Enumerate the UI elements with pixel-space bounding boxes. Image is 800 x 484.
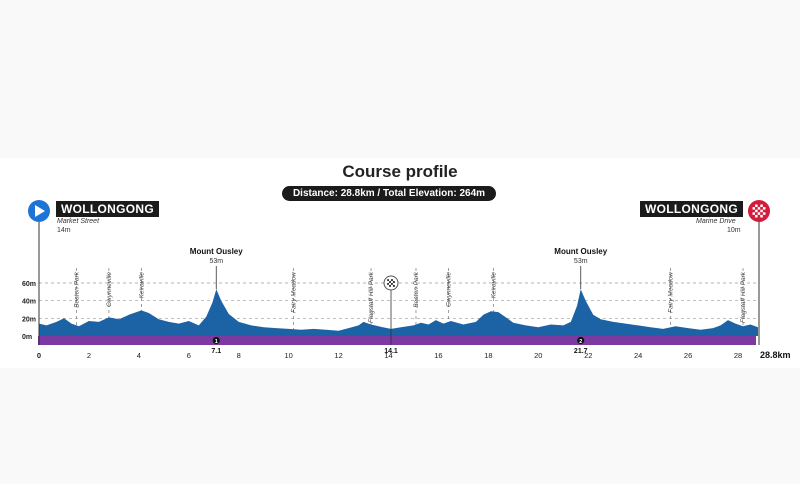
landmark-label: Beaton Park — [413, 271, 420, 308]
flag-square — [762, 212, 766, 215]
climb-altitude: 53m — [574, 258, 588, 265]
climb-km-label: 21.7 — [574, 348, 588, 355]
road-band — [38, 336, 756, 345]
flag-square — [757, 207, 761, 210]
x-tick-label: 12 — [334, 351, 342, 360]
flag-square — [391, 284, 393, 287]
bottom-background — [0, 368, 800, 484]
landmark-label: Flagstaff Hill Park — [740, 271, 747, 323]
climb-altitude: 53m — [209, 258, 223, 265]
x-tick-label: 28 — [734, 351, 742, 360]
landmark-label: Gwynneville — [445, 272, 452, 307]
flag-square — [762, 209, 766, 213]
flag-square — [389, 281, 392, 283]
landmark-label: Beaton Park — [73, 271, 80, 308]
y-tick-label: 0m — [22, 334, 32, 341]
x-tick-label: 24 — [634, 351, 642, 360]
landmark-label: Fairy Meadow — [291, 271, 298, 313]
elevation-area — [39, 289, 758, 336]
flag-square — [387, 281, 390, 283]
flag-square — [389, 284, 392, 287]
flag-square — [389, 283, 392, 285]
flag-square — [392, 283, 395, 285]
y-tick-label: 60m — [22, 281, 36, 288]
play-icon — [28, 200, 50, 222]
flag-square — [752, 209, 756, 213]
flag-square — [752, 204, 756, 208]
climb-km-label: 7.1 — [211, 348, 221, 355]
x-tick-label: 8 — [237, 351, 241, 360]
flag-square — [760, 209, 763, 213]
x-tick-label: 18 — [484, 351, 492, 360]
midpoint-km-label: 14.1 — [384, 348, 398, 355]
flag-square — [762, 204, 766, 208]
flag-square — [760, 212, 763, 215]
x-tick-label: 22 — [584, 351, 592, 360]
flag-square — [391, 283, 393, 285]
flag-square — [391, 281, 393, 283]
flag-square — [387, 284, 390, 287]
landmark-label: Gwynneville — [106, 272, 113, 307]
flag-square — [752, 212, 756, 215]
climb-marker-number: 1 — [215, 339, 218, 345]
flag-square — [760, 207, 763, 210]
flag-square — [392, 279, 395, 282]
flag-square — [755, 212, 758, 215]
climb-marker — [577, 336, 585, 345]
flag-square — [387, 283, 390, 285]
y-tick-label: 20m — [22, 316, 36, 323]
flag-square — [760, 214, 763, 218]
flag-square — [760, 204, 763, 208]
finish-city-label: WOLLONGONG — [640, 201, 743, 217]
start-city-label: WOLLONGONG — [56, 201, 159, 217]
flag-square — [762, 207, 766, 210]
flag-square — [752, 214, 756, 218]
checkered-flag-icon — [748, 200, 770, 222]
flag-square — [757, 214, 761, 218]
landmark-label: Flagstaff Hill Park — [368, 271, 375, 323]
x-tick-label: 20 — [534, 351, 542, 360]
flag-square — [755, 214, 758, 218]
finish-street-label: Marine Drive — [696, 218, 736, 225]
checkered-flag-icon — [383, 275, 399, 291]
flag-square — [755, 204, 758, 208]
x-tick-label: 0 — [37, 351, 41, 360]
flag-square — [387, 279, 390, 282]
climb-name: Mount Ousley — [554, 247, 607, 256]
flag-square — [392, 284, 395, 287]
flag-square — [392, 281, 395, 283]
flag-square — [757, 212, 761, 215]
x-tick-label: 26 — [684, 351, 692, 360]
landmark-label: Keiraville — [490, 272, 497, 299]
flag-square — [755, 209, 758, 213]
flag-square — [762, 214, 766, 218]
chart-title: Course profile — [342, 162, 458, 181]
climb-marker-number: 2 — [579, 339, 582, 345]
x-tick-label: 10 — [284, 351, 292, 360]
start-street-label: Market Street — [57, 218, 100, 225]
flag-square — [755, 207, 758, 210]
landmark-label: Fairy Meadow — [668, 271, 675, 313]
y-tick-label: 40m — [22, 299, 36, 306]
top-background — [0, 0, 800, 158]
landmark-label: Keiraville — [138, 272, 145, 299]
climb-name: Mount Ousley — [190, 247, 243, 256]
flag-square — [389, 279, 392, 282]
flag-square — [752, 207, 756, 210]
x-tick-label: 6 — [187, 351, 191, 360]
flag-square — [757, 209, 761, 213]
start-altitude-label: 14m — [57, 227, 71, 234]
climb-marker — [212, 336, 220, 345]
x-end-label: 28.8km — [760, 350, 791, 360]
x-tick-label: 16 — [434, 351, 442, 360]
finish-altitude-label: 10m — [727, 227, 741, 234]
x-tick-label: 14 — [384, 351, 392, 360]
flag-square — [757, 204, 761, 208]
flag-square — [391, 279, 393, 282]
x-tick-label: 2 — [87, 351, 91, 360]
x-tick-label: 4 — [137, 351, 141, 360]
chart-subtitle: Distance: 28.8km / Total Elevation: 264m — [282, 186, 496, 201]
